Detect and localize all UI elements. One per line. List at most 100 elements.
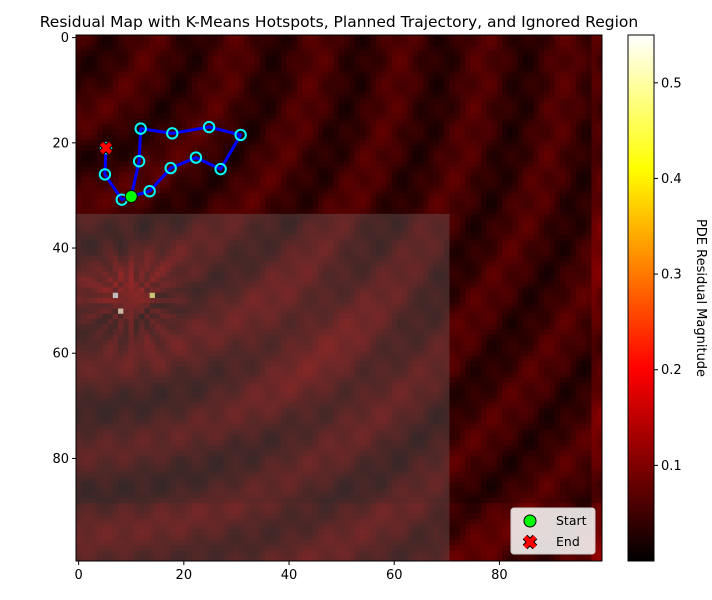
heatmap-cell bbox=[154, 208, 161, 215]
heatmap-cell bbox=[412, 245, 419, 252]
heatmap-cell bbox=[275, 271, 282, 278]
heatmap-cell bbox=[144, 198, 151, 204]
heatmap-cell bbox=[339, 161, 345, 167]
heatmap-cell bbox=[275, 113, 282, 120]
heatmap-cell bbox=[423, 66, 429, 73]
heatmap-cell bbox=[449, 56, 456, 62]
heatmap-cell bbox=[438, 171, 445, 178]
heatmap-cell bbox=[391, 177, 398, 183]
heatmap-cell bbox=[128, 276, 135, 283]
heatmap-cell bbox=[212, 234, 219, 241]
heatmap-cell bbox=[407, 166, 414, 173]
heatmap-cell bbox=[575, 119, 582, 125]
heatmap-cell bbox=[270, 98, 277, 104]
heatmap-cell bbox=[170, 203, 177, 209]
heatmap-cell bbox=[323, 198, 329, 204]
heatmap-cell bbox=[523, 35, 529, 41]
heatmap-cell bbox=[291, 240, 298, 246]
heatmap-cell bbox=[465, 261, 471, 267]
heatmap-cell bbox=[454, 124, 461, 131]
heatmap-cell bbox=[223, 198, 229, 204]
heatmap-cell bbox=[444, 103, 450, 110]
heatmap-cell bbox=[570, 208, 577, 215]
heatmap-cell bbox=[386, 71, 392, 78]
heatmap-cell bbox=[296, 292, 303, 299]
heatmap-cell bbox=[270, 224, 277, 231]
heatmap-cell bbox=[296, 82, 303, 88]
heatmap-cell bbox=[112, 155, 119, 162]
heatmap-cell bbox=[307, 261, 314, 267]
heatmap-cell bbox=[339, 40, 345, 46]
heatmap-cell bbox=[139, 92, 145, 99]
heatmap-cell bbox=[302, 203, 308, 209]
heatmap-cell bbox=[175, 240, 182, 246]
heatmap-cell bbox=[517, 271, 524, 278]
heatmap-cell bbox=[570, 108, 577, 115]
heatmap-cell bbox=[591, 266, 598, 273]
heatmap-cell bbox=[339, 219, 345, 225]
heatmap-cell bbox=[412, 198, 419, 204]
heatmap-cell bbox=[502, 292, 508, 299]
heatmap-cell bbox=[323, 155, 329, 162]
heatmap-cell bbox=[407, 71, 414, 78]
heatmap-cell bbox=[91, 255, 98, 262]
heatmap-cell bbox=[344, 287, 350, 294]
heatmap-cell bbox=[91, 119, 98, 125]
heatmap-cell bbox=[396, 35, 403, 41]
heatmap-cell bbox=[175, 155, 182, 162]
heatmap-cell bbox=[154, 282, 161, 288]
heatmap-cell bbox=[275, 292, 282, 299]
heatmap-cell bbox=[296, 108, 303, 115]
heatmap-cell bbox=[475, 113, 482, 120]
heatmap-cell bbox=[470, 98, 477, 104]
heatmap-cell bbox=[433, 77, 440, 83]
heatmap-cell bbox=[81, 108, 87, 115]
heatmap-cell bbox=[538, 271, 545, 278]
heatmap-cell bbox=[154, 35, 161, 41]
heatmap-cell bbox=[91, 219, 98, 225]
heatmap-cell bbox=[549, 171, 556, 178]
heatmap-cell bbox=[444, 245, 450, 252]
heatmap-cell bbox=[307, 250, 314, 257]
heatmap-cell bbox=[207, 45, 214, 52]
heatmap-cell bbox=[538, 35, 545, 41]
heatmap-cell bbox=[565, 77, 571, 83]
heatmap-cell bbox=[470, 282, 477, 288]
heatmap-cell bbox=[381, 140, 387, 146]
heatmap-cell bbox=[333, 87, 340, 94]
heatmap-cell bbox=[149, 171, 156, 178]
heatmap-cell bbox=[202, 66, 208, 73]
heatmap-cell bbox=[333, 113, 340, 120]
heatmap-cell bbox=[207, 234, 214, 241]
heatmap-cell bbox=[218, 119, 224, 125]
heatmap-cell bbox=[123, 108, 129, 115]
heatmap-cell bbox=[507, 77, 513, 83]
heatmap-cell bbox=[407, 171, 414, 178]
heatmap-cell bbox=[449, 182, 456, 188]
heatmap-cell bbox=[112, 87, 119, 94]
heatmap-cell bbox=[496, 155, 503, 162]
heatmap-cell bbox=[186, 113, 193, 120]
heatmap-cell bbox=[275, 161, 282, 167]
heatmap-cell bbox=[291, 82, 298, 88]
heatmap-cell bbox=[254, 40, 261, 46]
heatmap-cell bbox=[580, 140, 587, 146]
heatmap-cell bbox=[133, 161, 140, 167]
heatmap-cell bbox=[249, 161, 256, 167]
heatmap-cell bbox=[428, 213, 435, 220]
heatmap-cell bbox=[249, 250, 256, 257]
heatmap-cell bbox=[496, 234, 503, 241]
heatmap-cell bbox=[144, 40, 151, 46]
heatmap-cell bbox=[212, 45, 219, 52]
heatmap-cell bbox=[112, 40, 119, 46]
heatmap-cell bbox=[296, 213, 303, 220]
heatmap-cell bbox=[302, 82, 308, 88]
heatmap-cell bbox=[228, 182, 235, 188]
heatmap-cell bbox=[423, 229, 429, 236]
heatmap-cell bbox=[433, 155, 440, 162]
heatmap-cell bbox=[165, 250, 172, 257]
heatmap-cell bbox=[354, 108, 361, 115]
heatmap-cell bbox=[549, 145, 556, 152]
heatmap-cell bbox=[165, 40, 172, 46]
heatmap-cell bbox=[118, 103, 124, 110]
